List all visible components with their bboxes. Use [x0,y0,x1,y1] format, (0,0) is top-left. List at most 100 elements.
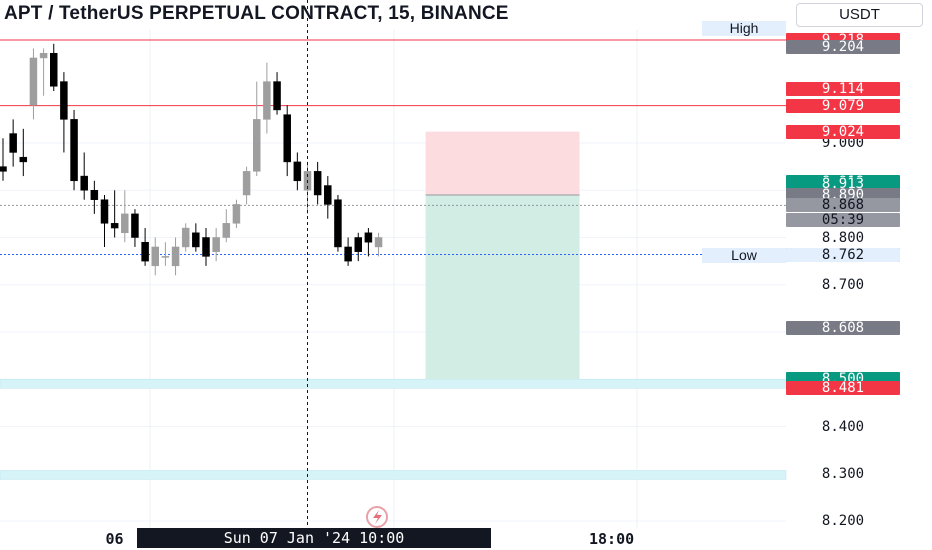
candle [181,223,190,252]
candle-body [212,237,220,252]
y-tick-label: 8.700 [821,276,865,293]
support-zones [0,379,787,480]
candle-body [131,213,139,238]
candle-body [100,199,109,224]
candle [121,190,129,243]
candle [232,199,241,229]
candle-body [313,171,322,196]
candle [110,190,119,238]
candle [344,237,352,266]
price-tag: 9.079 [786,98,900,113]
hilo-label: Low [702,248,786,264]
candle [283,105,291,177]
hilo-value: 8.762 [786,248,900,263]
chart-title: APT / TetherUS PERPETUAL CONTRACT, 15, B… [4,3,509,24]
candle [192,223,200,252]
candle-body [181,227,190,248]
candle-body [232,204,241,224]
candle-body [293,161,302,182]
candle [70,109,78,191]
currency-button[interactable]: USDT [796,3,923,27]
candle [202,228,210,266]
candle-body [171,246,180,267]
candle [324,176,332,219]
candle-body [253,119,261,172]
price-tag: 9.204 [786,39,900,54]
candle-body [50,52,58,87]
candle [131,209,139,247]
candle-body [9,133,17,153]
candle [313,161,322,205]
grid [0,30,786,528]
tradingview-logo-icon [366,506,388,528]
candle [141,228,149,266]
support-zone [0,379,787,389]
candle [100,194,109,247]
candle-body [202,237,210,257]
candle-body [222,223,231,238]
position-target-zone [425,194,580,380]
hilo-label: High [702,21,786,37]
candle-body [354,237,362,252]
candle [293,152,302,191]
horizontal-lines [0,39,786,256]
support-zone [0,470,787,480]
candle [222,209,231,243]
price-tag: 9.024 [786,124,900,139]
candle-body [141,241,149,262]
candle-body [151,246,159,267]
price-tag: 9.114 [786,82,900,97]
candle-body [161,256,170,258]
candle-body [19,156,28,163]
candle-body [110,223,119,229]
candles [0,43,383,276]
price-tag: 8.481 [786,381,900,396]
candle [80,152,88,200]
candle [171,237,180,276]
candle [9,119,17,167]
candle-body [324,185,332,205]
candle [161,242,170,266]
candle-body [90,190,99,200]
candle [374,232,383,257]
candle-body [242,171,251,196]
candle [242,166,251,205]
candle [364,228,373,257]
candle [0,138,7,181]
price-tag: 8.608 [786,321,900,336]
candle-body [374,237,383,248]
candle-body [29,57,38,106]
candle [354,232,362,262]
candle [334,194,342,252]
candle [39,48,48,96]
y-tick-label: 8.800 [821,229,865,246]
candle-body [273,81,281,111]
candle-body [344,246,352,262]
y-tick-label: 9.000 [821,135,865,151]
candle-body [334,199,342,248]
candle [50,43,58,92]
position-stop-zone [425,131,580,195]
candle [29,48,38,120]
crosshair-time-label: Sun 07 Jan '24 10:00 [137,528,491,548]
candle [151,237,159,276]
candle-body [0,166,7,172]
candle-body [39,52,48,59]
candle-body [60,81,68,120]
x-tick-label: 18:00 [589,530,635,548]
y-tick-label: 8.400 [821,418,865,435]
candle-body [263,81,271,120]
candle-body [364,232,373,243]
candle [253,81,261,177]
price-tag: 05:39 [786,212,900,227]
x-tick-label: 06 [105,530,124,548]
candle-body [283,114,291,163]
y-tick-label: 8.200 [821,513,865,529]
candle [263,62,271,134]
candle-body [121,213,129,234]
candle-body [80,175,88,191]
candle [19,128,28,177]
position-tool[interactable] [425,131,580,380]
candle [90,180,99,214]
